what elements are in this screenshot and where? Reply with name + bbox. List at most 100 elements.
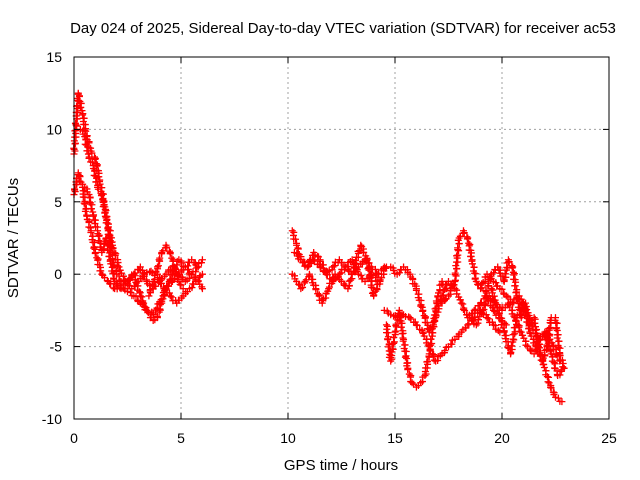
- series-track-h: [290, 248, 382, 285]
- data-point: [299, 283, 307, 291]
- data-point: [370, 291, 378, 299]
- data-point: [90, 244, 98, 252]
- data-point: [401, 341, 409, 349]
- data-point: [306, 272, 314, 280]
- data-point: [165, 282, 173, 290]
- y-tick-label: 15: [46, 49, 62, 65]
- data-point: [194, 277, 202, 285]
- data-point: [126, 274, 134, 282]
- data-point: [505, 258, 513, 266]
- data-point: [470, 306, 478, 314]
- data-point: [153, 312, 161, 320]
- data-point: [459, 300, 467, 308]
- data-point: [555, 337, 563, 345]
- data-point: [507, 342, 515, 350]
- data-point: [87, 228, 95, 236]
- data-point: [463, 235, 471, 243]
- data-point: [106, 232, 114, 240]
- data-point: [492, 299, 500, 307]
- data-point: [159, 295, 167, 303]
- data-point: [510, 270, 518, 278]
- data-point: [452, 262, 460, 270]
- data-point: [365, 266, 373, 274]
- data-point: [467, 252, 475, 260]
- data-point: [484, 315, 492, 323]
- y-tick-label: 5: [54, 194, 62, 210]
- data-point: [337, 269, 345, 277]
- data-point: [511, 282, 519, 290]
- data-point: [103, 216, 111, 224]
- data-point: [194, 263, 202, 271]
- data-point: [512, 317, 520, 325]
- data-point: [382, 264, 390, 272]
- data-point: [512, 289, 520, 297]
- data-point: [424, 358, 432, 366]
- data-point: [153, 263, 161, 271]
- data-point: [85, 223, 93, 231]
- y-tick-label: 10: [46, 121, 62, 137]
- data-point: [404, 366, 412, 374]
- data-point: [355, 247, 363, 255]
- data-point: [441, 295, 449, 303]
- x-tick-label: 20: [494, 430, 510, 446]
- data-point: [335, 270, 343, 278]
- data-point: [179, 285, 187, 293]
- data-point: [498, 285, 506, 293]
- data-point: [560, 364, 568, 372]
- data-point: [87, 205, 95, 213]
- data-point: [304, 262, 312, 270]
- data-point: [89, 158, 97, 166]
- data-point: [316, 257, 324, 265]
- x-tick-label: 15: [387, 430, 403, 446]
- data-point: [198, 285, 206, 293]
- data-point: [176, 280, 184, 288]
- data-point: [516, 327, 524, 335]
- data-point: [303, 263, 311, 271]
- data-point: [480, 306, 488, 314]
- data-point: [530, 319, 538, 327]
- data-point: [540, 364, 548, 372]
- data-point: [330, 262, 338, 270]
- data-point: [172, 268, 180, 276]
- data-point: [544, 378, 552, 386]
- data-point: [494, 327, 502, 335]
- data-point: [145, 292, 153, 300]
- data-point: [325, 285, 333, 293]
- data-point: [88, 149, 96, 157]
- data-point: [130, 270, 138, 278]
- data-point: [177, 281, 185, 289]
- data-point: [79, 111, 87, 119]
- data-point: [184, 262, 192, 270]
- data-point: [76, 103, 84, 111]
- data-point: [478, 310, 486, 318]
- data-point: [288, 227, 296, 235]
- data-point: [484, 279, 492, 287]
- data-point: [149, 317, 157, 325]
- data-point: [387, 351, 395, 359]
- data-point: [350, 261, 358, 269]
- x-tick-label: 0: [70, 430, 78, 446]
- data-point: [434, 308, 442, 316]
- data-point: [535, 336, 543, 344]
- data-point: [399, 337, 407, 345]
- data-point: [148, 281, 156, 289]
- data-point: [163, 243, 171, 251]
- data-point: [193, 264, 201, 272]
- data-point: [492, 279, 500, 287]
- data-point: [392, 320, 400, 328]
- data-point: [188, 284, 196, 292]
- series-track-b: [70, 169, 206, 319]
- data-point: [367, 283, 375, 291]
- data-point: [101, 209, 109, 217]
- data-point: [81, 200, 89, 208]
- data-point: [397, 323, 405, 331]
- data-point: [91, 249, 99, 257]
- data-point: [543, 341, 551, 349]
- data-point: [166, 292, 174, 300]
- data-point: [81, 207, 89, 215]
- data-point: [504, 344, 512, 352]
- data-point: [198, 256, 206, 264]
- data-point: [441, 347, 449, 355]
- data-point: [168, 254, 176, 262]
